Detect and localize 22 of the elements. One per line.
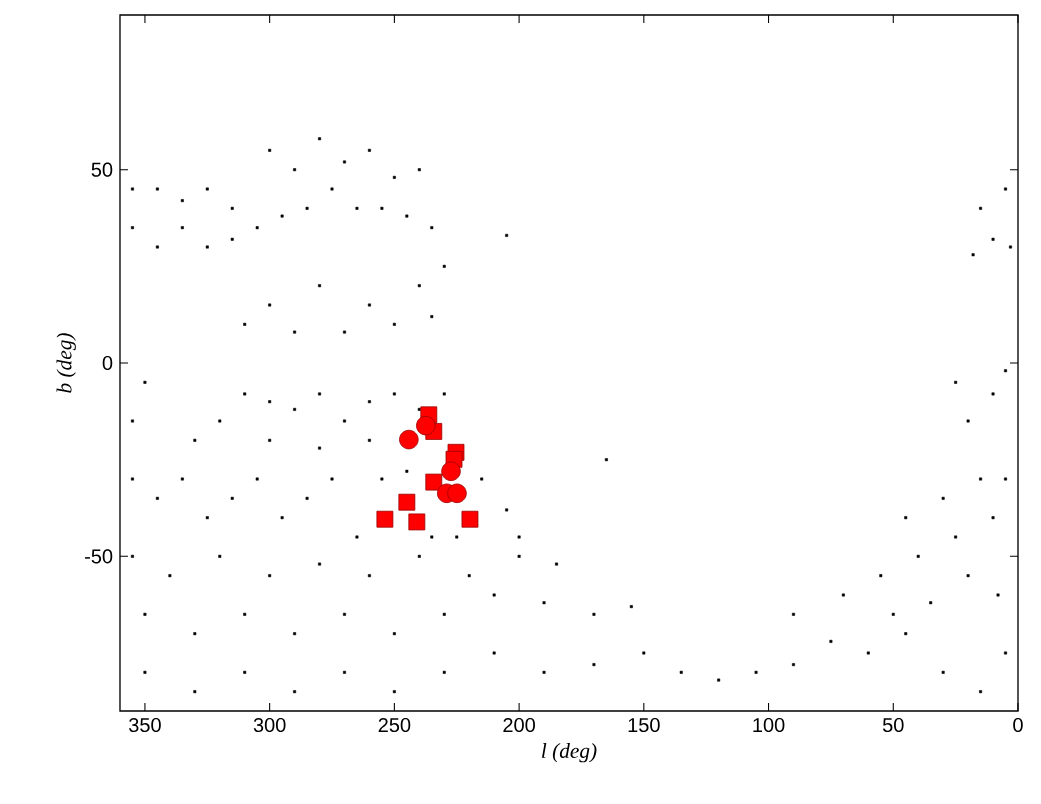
point [376, 510, 394, 528]
y-tick-label: -50 [85, 549, 113, 564]
y-tick-label: 50 [91, 162, 113, 177]
x-axis-title: l (deg) [541, 743, 597, 763]
x-tick-label: 250 [378, 717, 411, 733]
point [398, 493, 416, 511]
point [425, 473, 443, 491]
point [399, 429, 419, 450]
x-tick-label: 300 [253, 717, 286, 733]
y-tick-label: 0 [102, 355, 113, 371]
x-tick-label: 100 [753, 717, 785, 733]
x-tick-label: 0 [1013, 717, 1023, 733]
point [447, 483, 467, 504]
x-tick-label: 350 [129, 717, 161, 733]
point [461, 510, 479, 528]
point [416, 415, 436, 436]
x-tick-label: 150 [628, 717, 660, 733]
x-tick-label: 200 [503, 717, 535, 733]
point [408, 513, 426, 531]
y-axis-title: b (deg) [56, 333, 76, 393]
point [441, 461, 461, 482]
x-tick-label: 50 [882, 717, 904, 733]
